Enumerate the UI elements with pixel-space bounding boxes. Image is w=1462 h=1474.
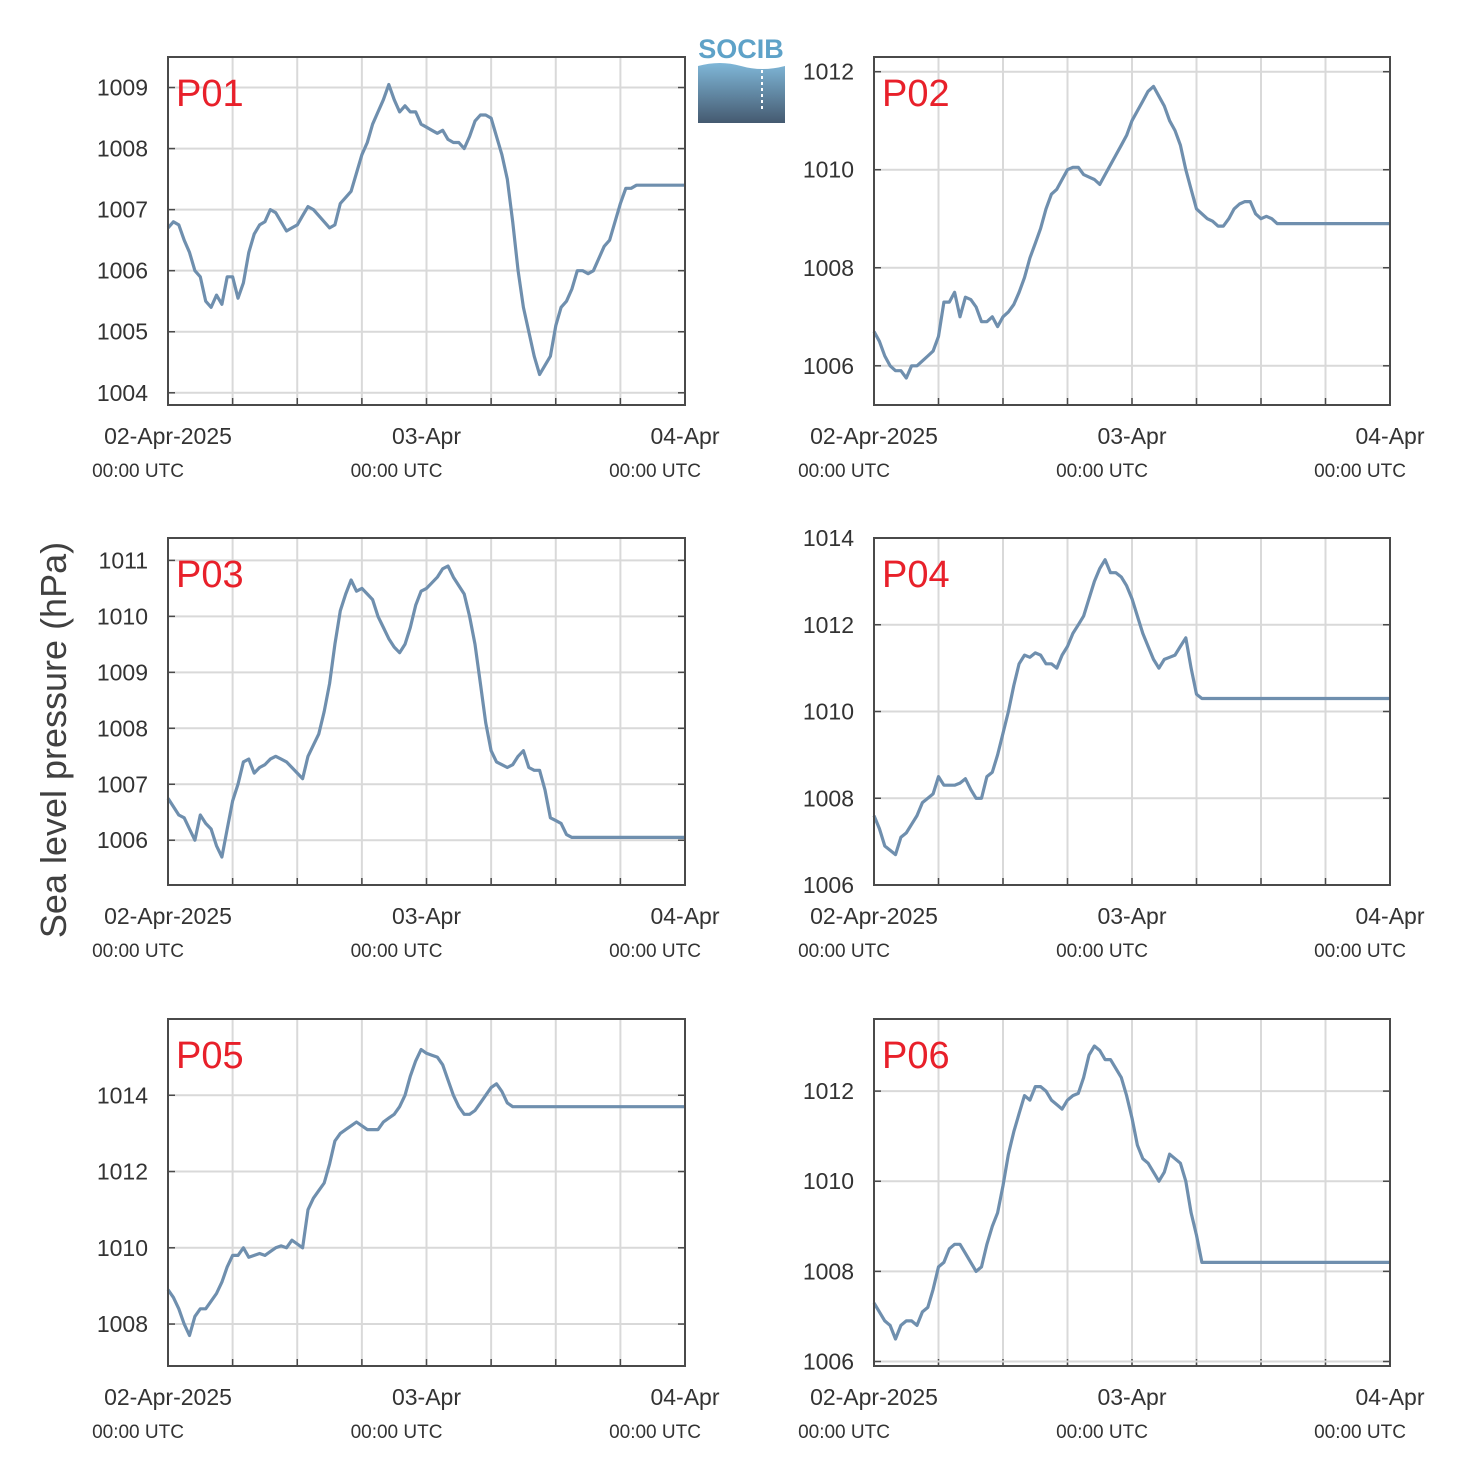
y-tick-label: 1010 — [803, 1168, 854, 1194]
socib-logo: SOCIB — [698, 34, 785, 123]
panel-label: P02 — [882, 73, 950, 115]
x-tick-label: 02-Apr-2025 — [104, 423, 232, 449]
series-line-p05 — [166, 1047, 685, 1338]
y-axis-label: Sea level pressure (hPa) — [33, 542, 74, 938]
panel-label: P06 — [882, 1035, 950, 1077]
y-tick-label: 1006 — [803, 1348, 854, 1374]
y-tick-label: 1014 — [803, 525, 854, 551]
plot-frame — [873, 1018, 1391, 1367]
x-tick-sublabel: 00:00 UTC — [351, 941, 443, 962]
y-tick-label: 1008 — [97, 1311, 148, 1337]
x-tick-sublabel: 00:00 UTC — [1314, 941, 1406, 962]
y-tick-label: 1007 — [97, 197, 148, 223]
y-tick-label: 1008 — [803, 1258, 854, 1284]
x-tick-label: 04-Apr — [650, 1384, 719, 1410]
panel-p02: 1006 1008 1010 1012 P02 02-Apr-2025 00:00 UTC 0… — [798, 56, 1425, 482]
panel-p01: 1004 1005 1006 1007 1008 1009 P01 02-Apr-2025 00… — [92, 56, 720, 482]
x-tick-sublabel: 00:00 UTC — [1314, 461, 1406, 482]
panel-label: P03 — [176, 554, 244, 596]
series-line-p04 — [872, 558, 1390, 857]
x-tick-sublabel: 00:00 UTC — [92, 941, 184, 962]
x-tick-label: 03-Apr — [1097, 903, 1166, 929]
x-tick-label: 02-Apr-2025 — [104, 903, 232, 929]
plot-frame — [873, 56, 1391, 406]
series-line-p03 — [166, 564, 685, 859]
y-tick-label: 1006 — [803, 872, 854, 898]
y-tick-label: 1008 — [803, 785, 854, 811]
panel-label: P01 — [176, 73, 244, 115]
logo-wave-block — [698, 63, 785, 123]
y-tick-label: 1007 — [97, 771, 148, 797]
plot-frame — [873, 537, 1391, 886]
plot-frame — [167, 537, 686, 886]
panel-p04: 1006 1008 1010 1012 1014 P04 02-Apr-2025 00:00 … — [798, 525, 1425, 962]
y-tick-label: 1014 — [97, 1082, 148, 1108]
y-tick-label: 1010 — [803, 157, 854, 183]
x-tick-sublabel: 00:00 UTC — [1056, 941, 1148, 962]
y-tick-label: 1010 — [803, 699, 854, 725]
y-tick-label: 1009 — [97, 659, 148, 685]
x-tick-sublabel: 00:00 UTC — [1314, 1422, 1406, 1443]
x-tick-label: 04-Apr — [650, 423, 719, 449]
y-tick-label: 1006 — [97, 258, 148, 284]
x-tick-label: 03-Apr — [392, 1384, 461, 1410]
x-tick-label: 02-Apr-2025 — [810, 1384, 938, 1410]
x-tick-label: 04-Apr — [1355, 423, 1424, 449]
panel-label: P05 — [176, 1035, 244, 1077]
x-tick-label: 03-Apr — [392, 423, 461, 449]
logo-text: SOCIB — [698, 34, 784, 64]
y-tick-label: 1004 — [97, 380, 148, 406]
y-tick-label: 1008 — [803, 255, 854, 281]
y-tick-label: 1012 — [803, 59, 854, 85]
x-tick-sublabel: 00:00 UTC — [609, 941, 701, 962]
y-tick-label: 1010 — [97, 603, 148, 629]
x-tick-label: 04-Apr — [1355, 903, 1424, 929]
y-tick-label: 1006 — [803, 353, 854, 379]
panel-p03: 1006 1007 1008 1009 1010 1011 P03 02-Apr-2025 00… — [92, 537, 720, 962]
panel-p05: 1008 1010 1012 1014 P05 02-Apr-2025 00:00 UTC 0… — [92, 1018, 720, 1443]
x-tick-label: 03-Apr — [392, 903, 461, 929]
plot-frame — [167, 56, 686, 406]
x-tick-sublabel: 00:00 UTC — [609, 1422, 701, 1443]
y-tick-label: 1009 — [97, 75, 148, 101]
y-tick-label: 1010 — [97, 1235, 148, 1261]
x-tick-sublabel: 00:00 UTC — [798, 941, 890, 962]
y-tick-label: 1012 — [803, 1078, 854, 1104]
panel-p06: 1006 1008 1010 1012 P06 02-Apr-2025 00:00 UTC 0… — [798, 1018, 1425, 1443]
y-tick-label: 1008 — [97, 715, 148, 741]
x-tick-sublabel: 00:00 UTC — [798, 1422, 890, 1443]
panel-label: P04 — [882, 554, 950, 596]
x-tick-label: 04-Apr — [1355, 1384, 1424, 1410]
x-tick-sublabel: 00:00 UTC — [798, 461, 890, 482]
y-tick-label: 1011 — [99, 547, 148, 573]
x-tick-label: 02-Apr-2025 — [104, 1384, 232, 1410]
series-line-p01 — [166, 82, 685, 377]
x-tick-label: 02-Apr-2025 — [810, 903, 938, 929]
plot-frame — [167, 1018, 686, 1367]
series-line-p02 — [872, 84, 1390, 380]
x-tick-sublabel: 00:00 UTC — [351, 461, 443, 482]
x-tick-label: 02-Apr-2025 — [810, 423, 938, 449]
x-tick-sublabel: 00:00 UTC — [1056, 1422, 1148, 1443]
y-tick-label: 1005 — [97, 319, 148, 345]
y-tick-label: 1008 — [97, 136, 148, 162]
y-tick-label: 1006 — [97, 827, 148, 853]
y-tick-label: 1012 — [97, 1159, 148, 1185]
x-tick-sublabel: 00:00 UTC — [1056, 461, 1148, 482]
x-tick-sublabel: 00:00 UTC — [92, 1422, 184, 1443]
series-line-p06 — [872, 1044, 1390, 1341]
x-tick-sublabel: 00:00 UTC — [351, 1422, 443, 1443]
chart-panels: 1004 1005 1006 1007 1008 1009 P01 02-Apr-2025 00… — [92, 56, 1425, 1443]
x-tick-sublabel: 00:00 UTC — [92, 461, 184, 482]
x-tick-sublabel: 00:00 UTC — [609, 461, 701, 482]
x-tick-label: 03-Apr — [1097, 1384, 1166, 1410]
x-tick-label: 04-Apr — [650, 903, 719, 929]
y-tick-label: 1012 — [803, 612, 854, 638]
x-tick-label: 03-Apr — [1097, 423, 1166, 449]
